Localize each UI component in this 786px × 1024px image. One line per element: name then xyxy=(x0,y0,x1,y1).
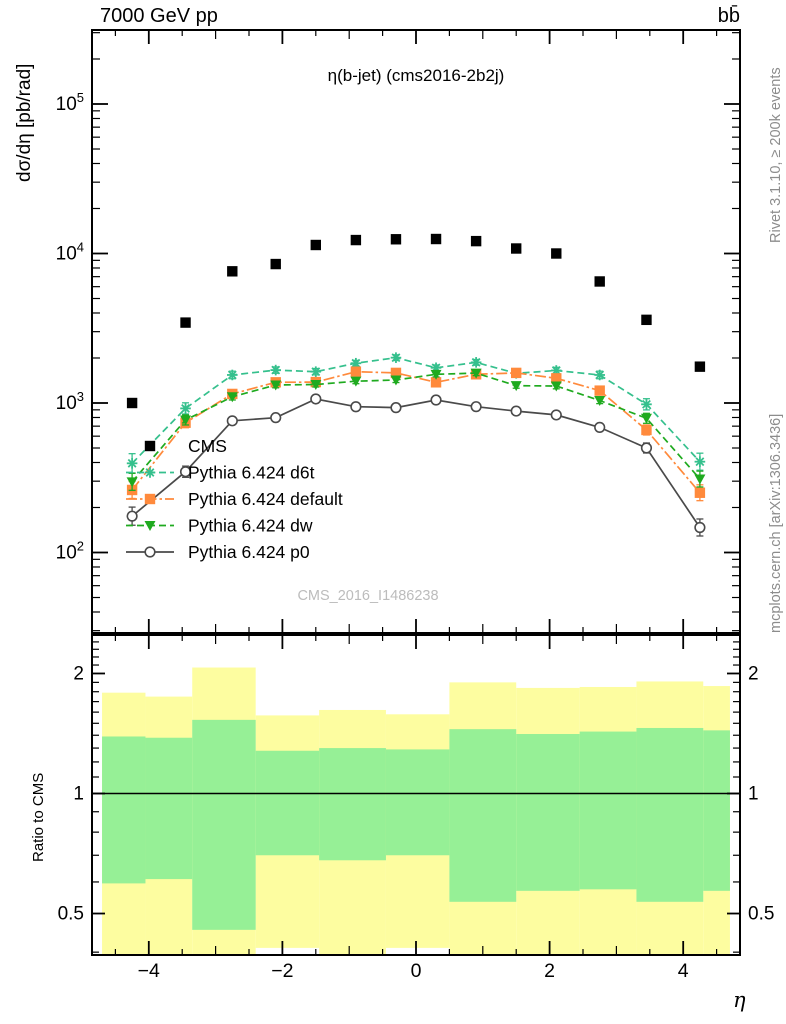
svg-text:105: 105 xyxy=(56,90,84,115)
svg-text:0: 0 xyxy=(411,960,422,982)
legend-item-pythia-6-424-default: Pythia 6.424 default xyxy=(126,489,343,509)
beam-title: 7000 GeV pp xyxy=(100,5,218,27)
svg-text:−2: −2 xyxy=(271,960,293,982)
svg-text:CMS: CMS xyxy=(188,436,227,456)
legend-item-cms: CMS xyxy=(144,436,227,456)
svg-text:1: 1 xyxy=(748,784,759,805)
svg-text:4: 4 xyxy=(678,960,689,982)
svg-text:2: 2 xyxy=(748,663,759,684)
watermark: CMS_2016_I1486238 xyxy=(297,588,439,604)
svg-text:1: 1 xyxy=(73,784,84,805)
svg-text:Pythia 6.424 d6t: Pythia 6.424 d6t xyxy=(188,463,315,483)
tick-labels: 102 103 104 105 0.5 0.5 1 1 2 2 −4 −2 0 2 4 xyxy=(56,90,775,982)
series-cms xyxy=(126,233,706,409)
legend-item-pythia-6-424-d6t: Pythia 6.424 d6t xyxy=(126,463,315,483)
ratio-axis-label: Ratio to CMS xyxy=(30,772,47,862)
legend: CMS Pythia 6.424 d6t Pythia 6.424 default P… xyxy=(126,436,343,562)
svg-text:2: 2 xyxy=(544,960,555,982)
mcplots-arxiv-caption: mcplots.cern.ch [arXiv:1306.3436] xyxy=(768,413,784,633)
plot-title: η(b-jet) (cms2016-2b2j) xyxy=(327,66,505,85)
series-pythia-6-424-dw xyxy=(126,368,706,491)
rivet-version-caption: Rivet 3.1.10, ≥ 200k events xyxy=(768,67,784,243)
y-axis-label: dσ/dη [pb/rad] xyxy=(14,63,35,182)
svg-text:0.5: 0.5 xyxy=(748,904,774,925)
legend-item-pythia-6-424-p0: Pythia 6.424 p0 xyxy=(126,542,310,562)
svg-text:0.5: 0.5 xyxy=(58,904,84,925)
x-axis-label: η xyxy=(733,988,746,1012)
series-pythia-6-424-p0 xyxy=(126,393,706,537)
svg-text:Pythia 6.424 p0: Pythia 6.424 p0 xyxy=(188,542,310,562)
svg-text:104: 104 xyxy=(56,240,84,265)
svg-text:102: 102 xyxy=(56,539,84,564)
ratio-band-green xyxy=(102,719,730,930)
svg-text:Pythia 6.424 default: Pythia 6.424 default xyxy=(188,489,343,509)
svg-text:Pythia 6.424 dw: Pythia 6.424 dw xyxy=(188,516,313,536)
svg-text:−4: −4 xyxy=(138,960,160,982)
svg-text:103: 103 xyxy=(56,389,84,414)
axis-ticks xyxy=(92,30,740,955)
svg-text:2: 2 xyxy=(73,663,84,684)
legend-item-pythia-6-424-dw: Pythia 6.424 dw xyxy=(126,516,313,536)
process-title: bb̄ xyxy=(717,5,740,27)
